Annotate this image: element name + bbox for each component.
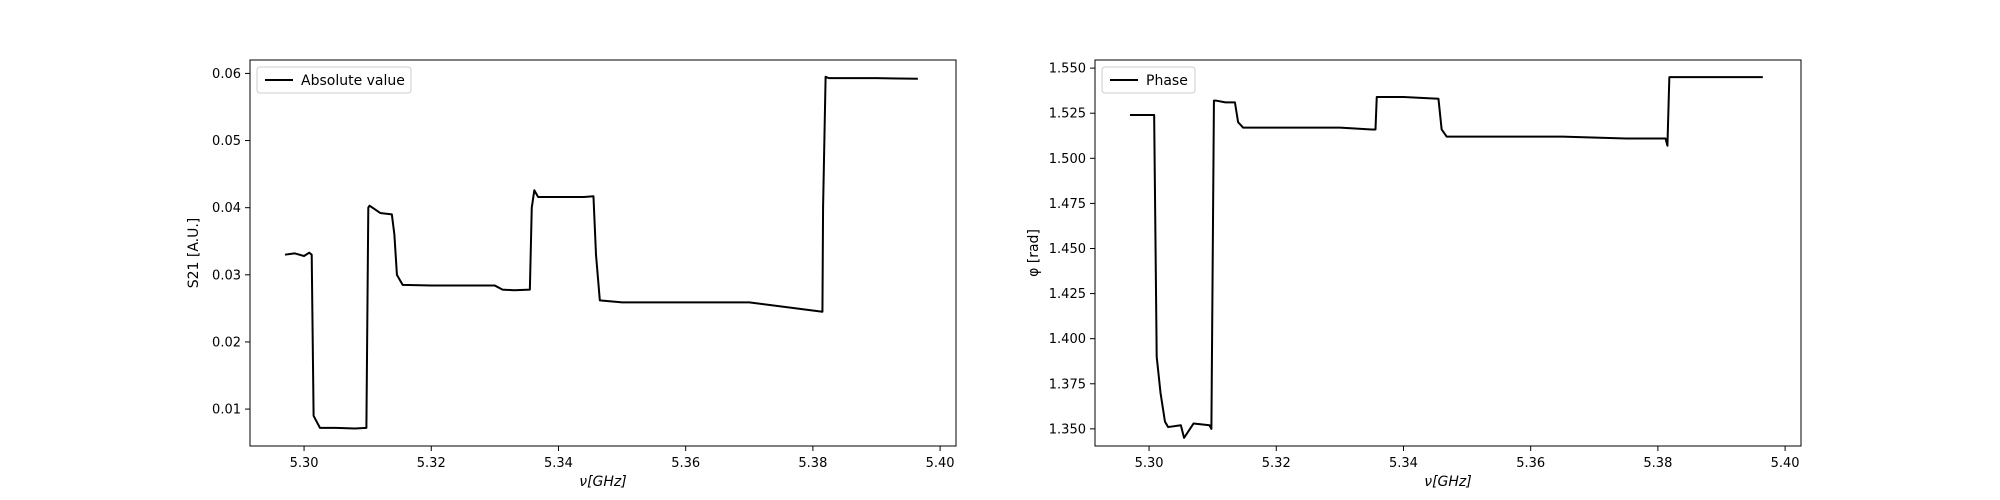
y-tick-label: 0.01 — [212, 403, 241, 418]
x-tick-label: 5.36 — [1516, 456, 1545, 471]
x-tick-label: 5.30 — [1135, 456, 1164, 471]
y-tick-label: 1.375 — [1049, 377, 1086, 392]
y-tick-label: 1.400 — [1049, 332, 1086, 347]
y-tick-label: 1.475 — [1049, 197, 1086, 212]
axes-frame — [1094, 59, 1802, 447]
legend: Absolute value — [256, 66, 412, 94]
series-line-1 — [1129, 76, 1763, 439]
y-tick-label: 1.350 — [1049, 422, 1086, 437]
legend: Phase — [1101, 66, 1196, 94]
x-tick-label: 5.40 — [926, 456, 955, 471]
x-axis-label: ν[GHz] — [1424, 474, 1471, 490]
y-tick-label: 1.450 — [1049, 242, 1086, 257]
x-tick-label: 5.34 — [1389, 456, 1418, 471]
y-tick-label: 0.03 — [212, 268, 241, 283]
x-tick-label: 5.32 — [417, 456, 446, 471]
legend-box — [256, 66, 412, 94]
y-tick-label: 0.05 — [212, 134, 241, 149]
y-tick-label: 1.500 — [1049, 152, 1086, 167]
x-tick-label: 5.36 — [671, 456, 700, 471]
x-tick-label: 5.34 — [544, 456, 573, 471]
y-tick-label: 1.525 — [1049, 107, 1086, 122]
x-tick-label: 5.40 — [1771, 456, 1800, 471]
x-tick-label: 5.30 — [290, 456, 319, 471]
x-tick-label: 5.38 — [798, 456, 827, 471]
y-tick-label: 1.425 — [1049, 287, 1086, 302]
y-tick-label: 0.02 — [212, 335, 241, 350]
y-tick-label: 0.06 — [212, 67, 241, 82]
x-tick-label: 5.38 — [1643, 456, 1672, 471]
x-axis-label: ν[GHz] — [579, 474, 626, 490]
series-line-1 — [284, 75, 918, 430]
legend-label: Absolute value — [301, 73, 405, 89]
chart-2: 5.30 5.32 5.34 5.36 5.38 5.40 1.350 1.375 1.400 1… — [1026, 59, 1802, 490]
chart-1: 5.30 5.32 5.34 5.36 5.38 5.40 0.01 0.02 0.03 0.04… — [186, 59, 957, 490]
y-axis-label: S21 [A.U.] — [186, 218, 202, 289]
axes-frame — [249, 59, 957, 447]
x-tick-label: 5.32 — [1262, 456, 1291, 471]
y-tick-label: 0.04 — [212, 201, 241, 216]
legend-label: Phase — [1146, 73, 1188, 89]
legend-box — [1101, 66, 1196, 94]
y-axis-label: φ [rad] — [1026, 229, 1042, 277]
y-tick-label: 1.550 — [1049, 62, 1086, 77]
